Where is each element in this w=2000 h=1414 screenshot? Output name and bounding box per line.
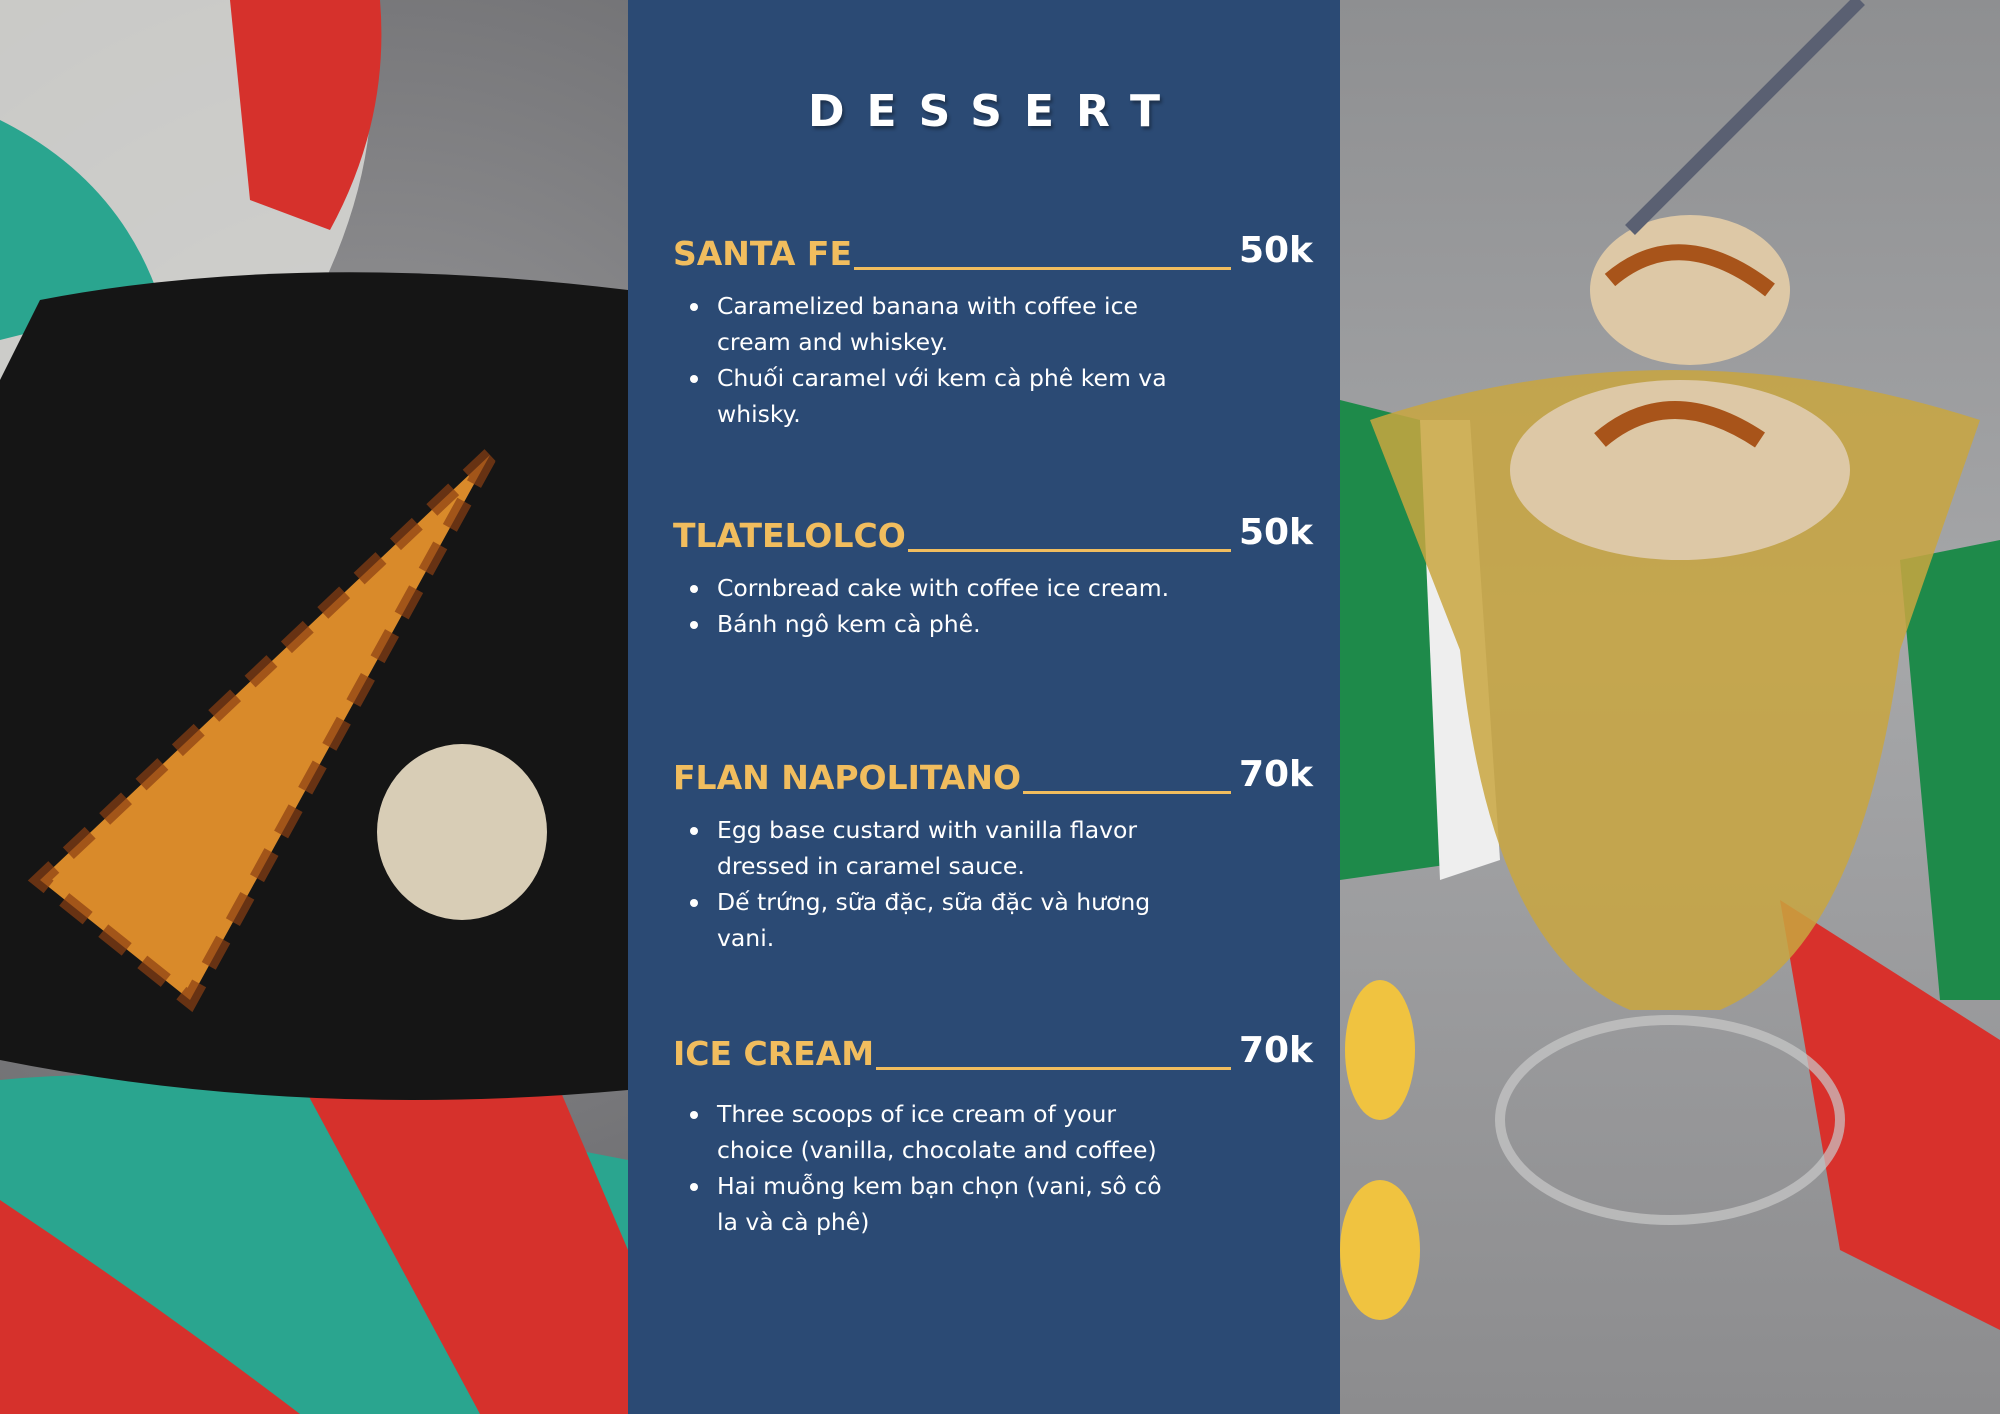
menu-item-tlatelolco: TLATELOLCO 50k Cornbread cake with coffee… xyxy=(673,510,1313,642)
sundae-glass-illustration xyxy=(1340,0,2000,1330)
menu-title: DESSERT xyxy=(808,86,1182,137)
item-description: Cornbread cake with coffee ice cream. xyxy=(690,570,1187,606)
item-name: FLAN NAPOLITANO xyxy=(673,758,1022,797)
item-price: 50k xyxy=(1238,512,1313,553)
item-description: Egg base custard with vanilla flavor dre… xyxy=(690,812,1187,884)
item-description: Caramelized banana with coffee ice cream… xyxy=(690,288,1187,360)
item-price: 50k xyxy=(1238,230,1313,271)
item-name: TLATELOLCO xyxy=(673,516,906,555)
leader-line xyxy=(907,549,1231,552)
menu-item-ice-cream: ICE CREAM 70k Three scoops of ice cream o… xyxy=(673,1028,1313,1240)
leader-line xyxy=(1023,791,1231,794)
item-price: 70k xyxy=(1238,1030,1313,1071)
item-description-vi: Chuối caramel với kem cà phê kem va whis… xyxy=(690,360,1187,432)
leader-line xyxy=(854,267,1231,270)
banana-sundae-photo xyxy=(1340,0,2000,1414)
item-name: SANTA FE xyxy=(673,234,852,273)
cake-plate-illustration xyxy=(0,0,628,1414)
menu-item-flan-napolitano: FLAN NAPOLITANO 70k Egg base custard with… xyxy=(673,752,1313,956)
menu-item-santa-fe: SANTA FE 50k Caramelized banana with coff… xyxy=(673,228,1313,432)
item-price: 70k xyxy=(1238,754,1313,795)
item-description-vi: Dế trứng, sữa đặc, sữa đặc và hương vani… xyxy=(690,884,1187,956)
cornbread-cake-photo xyxy=(0,0,628,1414)
leader-line xyxy=(876,1067,1231,1070)
item-description-vi: Hai muỗng kem bạn chọn (vani, sô cô la v… xyxy=(690,1168,1187,1240)
menu-panel: DESSERT SANTA FE 50k Caramelized banana w… xyxy=(628,0,1340,1414)
item-description-vi: Bánh ngô kem cà phê. xyxy=(690,606,1187,642)
item-description: Three scoops of ice cream of your choice… xyxy=(690,1096,1187,1168)
item-name: ICE CREAM xyxy=(673,1034,875,1073)
